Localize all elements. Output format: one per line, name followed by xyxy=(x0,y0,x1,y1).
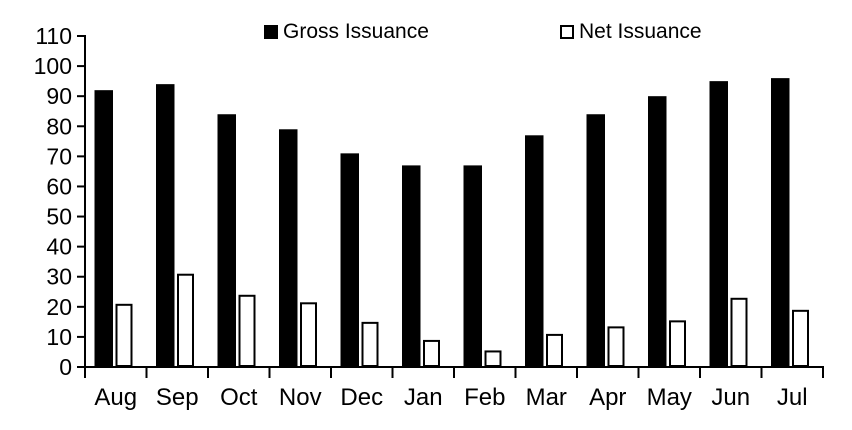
x-axis-tick-label: Nov xyxy=(279,384,322,411)
y-axis-tick-label: 10 xyxy=(46,324,72,350)
bar-gross-dec xyxy=(340,153,359,367)
legend-item-gross: Gross Issuance xyxy=(264,21,429,42)
y-axis-tick-label: 40 xyxy=(46,234,72,260)
bar-gross-jul xyxy=(771,78,790,368)
bar-net-aug xyxy=(115,303,133,367)
bar-net-feb xyxy=(484,350,502,368)
y-axis-tick-label: 50 xyxy=(46,204,72,230)
bar-gross-apr xyxy=(586,114,605,368)
y-axis-tick-label: 110 xyxy=(35,23,72,49)
bar-net-dec xyxy=(361,321,379,368)
bar-net-mar xyxy=(546,333,563,367)
y-axis-tick-label: 0 xyxy=(59,354,72,380)
x-axis-tick-label: Dec xyxy=(340,384,383,411)
bar-gross-feb xyxy=(463,165,482,367)
bar-gross-jan xyxy=(402,165,421,367)
bar-net-jun xyxy=(730,297,748,368)
bar-gross-nov xyxy=(279,129,298,367)
x-axis-tick-label: Feb xyxy=(464,384,505,411)
x-axis-tick-label: May xyxy=(647,384,692,411)
bar-net-may xyxy=(669,320,686,368)
legend-label-gross: Gross Issuance xyxy=(283,20,429,43)
legend-swatch-gross-icon xyxy=(264,24,278,39)
legend-item-net: Net Issuance xyxy=(560,21,702,42)
x-axis-tick-label: Sep xyxy=(156,384,199,411)
bar-gross-jun xyxy=(709,81,728,368)
y-axis-tick-label: 70 xyxy=(46,143,72,169)
x-axis-tick-label: Jan xyxy=(404,384,443,411)
x-axis-tick-label: Oct xyxy=(220,384,258,411)
x-axis-tick-label: Mar xyxy=(526,384,567,411)
bar-net-jul xyxy=(792,309,809,367)
x-axis-tick-label: Jul xyxy=(777,384,808,411)
bar-gross-mar xyxy=(525,135,544,367)
y-axis-tick-label: 60 xyxy=(46,173,72,199)
bar-net-apr xyxy=(607,326,625,367)
bar-gross-may xyxy=(648,96,667,367)
y-axis-tick-label: 20 xyxy=(46,294,72,320)
x-axis-tick-label: Jun xyxy=(711,384,750,411)
legend-label-net: Net Issuance xyxy=(579,20,702,43)
bar-gross-sep xyxy=(156,84,175,368)
y-axis-tick-label: 80 xyxy=(46,113,72,139)
bar-gross-oct xyxy=(217,114,236,368)
bar-gross-aug xyxy=(94,90,113,367)
bar-net-nov xyxy=(300,302,317,367)
bar-net-oct xyxy=(238,294,256,368)
x-axis-tick-label: Aug xyxy=(94,384,137,411)
y-axis-tick-label: 100 xyxy=(34,53,72,79)
bar-net-sep xyxy=(177,273,194,367)
y-axis-tick-label: 30 xyxy=(46,264,72,290)
legend-swatch-net-icon xyxy=(560,24,574,39)
bar-net-jan xyxy=(423,339,440,367)
x-axis-tick-label: Apr xyxy=(589,384,626,411)
y-axis-tick-label: 90 xyxy=(46,83,72,109)
